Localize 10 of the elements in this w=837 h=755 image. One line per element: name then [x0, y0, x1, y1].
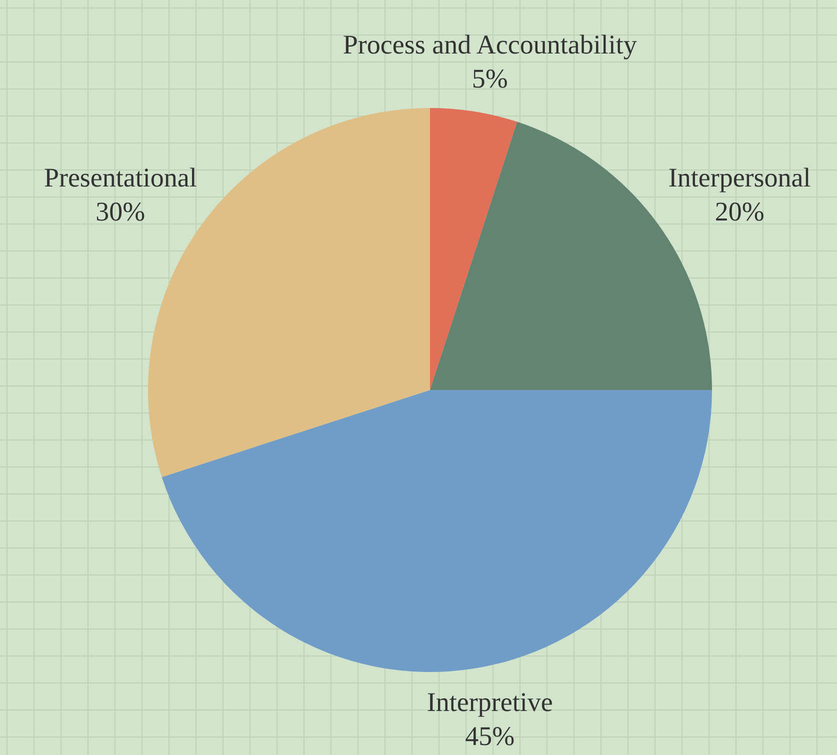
data-label: 45% [465, 720, 515, 751]
pie-slice [430, 108, 518, 390]
data-label: 5% [472, 64, 508, 94]
slice-label: Presentational [44, 162, 197, 193]
data-label: 20% [714, 196, 764, 227]
slice-label: Process and Accountability [342, 30, 638, 60]
data-label: 30% [96, 196, 146, 227]
slice-label: Interpretive [426, 686, 553, 717]
pie-slice [162, 390, 712, 672]
slice-label: Interpersonal [668, 162, 811, 193]
